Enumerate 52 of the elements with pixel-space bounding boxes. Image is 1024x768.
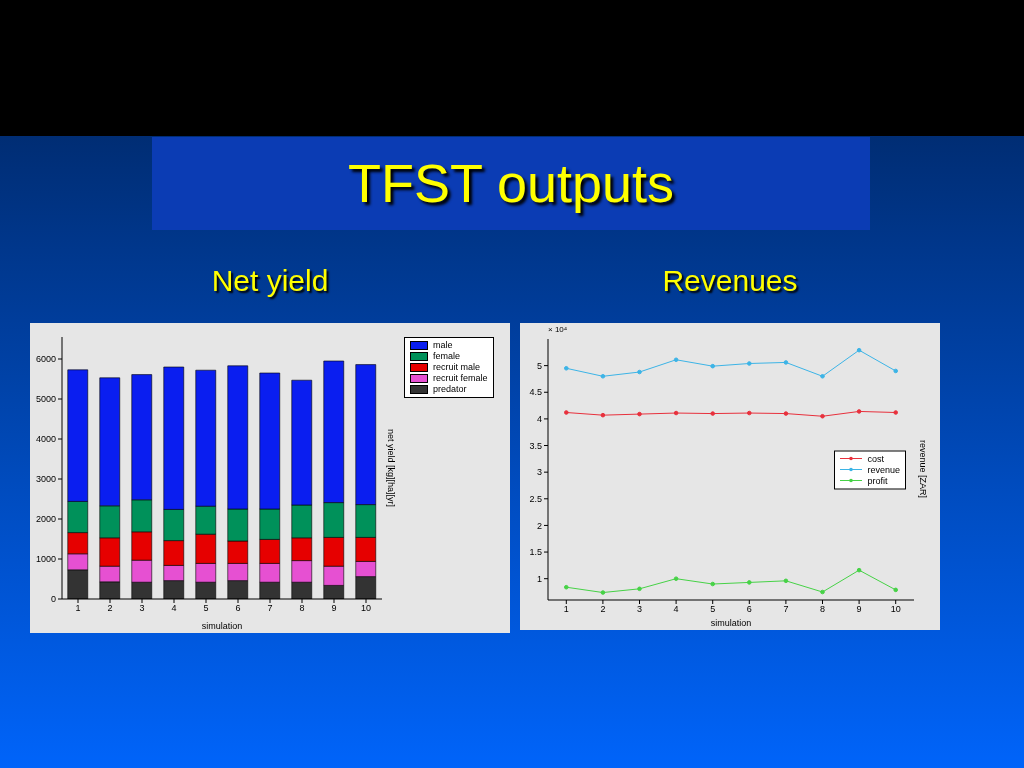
y-tick-label: 1000 (35, 554, 56, 565)
x-tick-label: 2 (600, 604, 606, 615)
x-tick-label: 9 (331, 603, 337, 614)
y-tick-label: 0 (50, 594, 56, 605)
chart-subtitle: Net yield (211, 264, 329, 297)
x-tick-label: 7 (267, 603, 273, 614)
y-axis-title: net yield [kg][ha][yr] (386, 428, 396, 508)
y-tick-label: 2.5 (529, 493, 542, 504)
legend-label: predator (433, 384, 467, 395)
text: × 10⁴ (548, 325, 568, 334)
x-tick-label: 3 (139, 603, 145, 614)
legend-label: male (433, 340, 453, 351)
y-tick-label: 3.5 (529, 440, 542, 451)
y-tick-label: 2 (536, 520, 542, 531)
x-tick-label: 3 (636, 604, 643, 615)
x-tick-label: 7 (783, 604, 789, 615)
y-tick-label: 1.5 (529, 547, 542, 558)
y-tick-label: 3 (536, 467, 542, 478)
x-tick-label: 4 (673, 604, 679, 615)
y-tick-label: 2000 (35, 514, 56, 525)
y-tick-label: 6000 (35, 354, 56, 365)
x-tick-label: 4 (171, 603, 177, 614)
y-tick-label: 4 (536, 414, 542, 425)
x-tick-label: 9 (856, 604, 862, 615)
x-tick-label: 10 (360, 603, 372, 614)
legend-label: cost (867, 453, 884, 464)
y-tick-label: 5000 (35, 394, 56, 405)
legend-label: female (433, 351, 461, 362)
x-tick-label: 8 (299, 603, 305, 614)
x-tick-label: 10 (890, 604, 901, 615)
legend-label: recruit female (433, 373, 488, 384)
y-axis-title: revenue [ZAR] (918, 440, 928, 499)
y-tick-label: 5 (536, 360, 542, 371)
x-tick-label: 6 (235, 603, 241, 614)
x-tick-label: 8 (819, 604, 826, 615)
x-axis-title: simulation (201, 621, 243, 631)
y-tick-label: 3000 (35, 474, 56, 485)
y-tick-label: 4000 (35, 434, 56, 445)
x-axis-title: simulation (710, 618, 752, 628)
legend-label: recruit male (433, 362, 481, 373)
x-tick-label: 5 (203, 603, 209, 614)
x-tick-label: 5 (710, 604, 716, 615)
chart-subtitle: Revenues (662, 264, 798, 297)
x-tick-label: 1 (75, 603, 81, 614)
y-tick-label: 1 (536, 573, 542, 584)
x-tick-label: 2 (107, 603, 113, 614)
y-tick-label: 4.5 (529, 387, 542, 398)
x-tick-label: 6 (746, 604, 752, 615)
legend-label: profit (867, 475, 888, 486)
text: TFST outputs (347, 153, 675, 213)
legend-label: revenue (867, 464, 900, 475)
x-tick-label: 1 (563, 604, 569, 615)
